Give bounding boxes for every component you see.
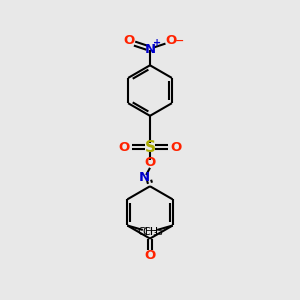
Text: O: O xyxy=(171,140,182,154)
Text: −: − xyxy=(175,36,184,46)
Text: O: O xyxy=(144,249,156,262)
Text: O: O xyxy=(123,34,134,47)
Text: N: N xyxy=(139,171,150,184)
Text: CH₃: CH₃ xyxy=(142,227,163,237)
Text: N: N xyxy=(144,43,156,56)
Text: +: + xyxy=(153,38,161,48)
Text: O: O xyxy=(118,140,129,154)
Text: CH₃: CH₃ xyxy=(137,227,158,237)
Text: O: O xyxy=(166,34,177,47)
Text: O: O xyxy=(144,156,156,169)
Text: S: S xyxy=(145,140,155,154)
